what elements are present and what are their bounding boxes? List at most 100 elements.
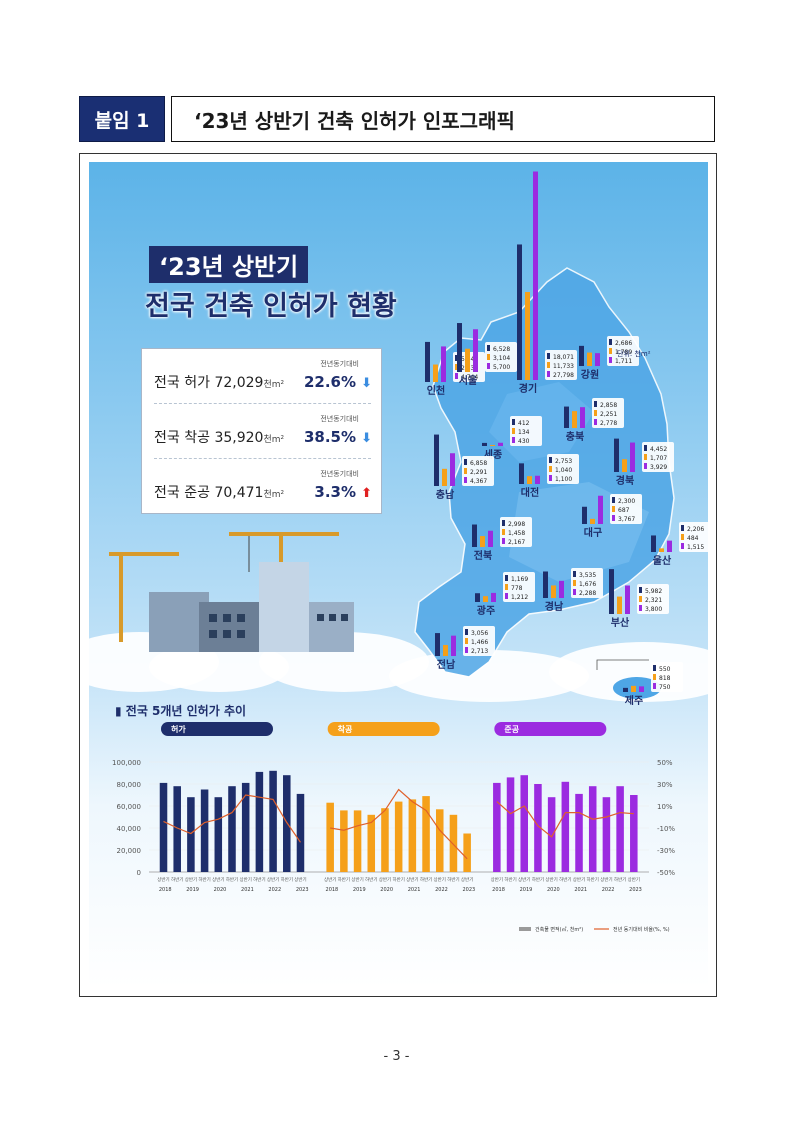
legend-label: 전년 동기대비 비율(%, %) [613,926,670,933]
region-bar [519,463,524,484]
group-pill [161,722,273,736]
trend-bar [493,782,501,872]
year-label: 2018 [159,887,172,893]
trend-bar [408,799,417,872]
region-value-label: 1,707 [650,455,667,462]
period-label: 하반기 [392,876,404,883]
y-tick-label: 0 [137,869,141,877]
region-value-label: 484 [687,535,699,542]
region-value-box [500,517,532,547]
period-label: 상반기 [157,876,169,883]
region-value-label: 2,778 [600,420,617,427]
year-label: 2021 [241,887,254,893]
region-value-label: 412 [518,420,530,427]
region-value-label: 3,535 [579,572,596,579]
stat-unit: 천m² [263,490,285,500]
period-label: 상반기 [434,876,446,883]
region-bar [490,444,495,446]
stat-label: 전국 착공 [154,430,210,446]
region-value-label: 2,206 [687,526,704,533]
region-value-label: 3,104 [493,355,510,362]
region-bar [443,645,448,656]
period-label: 상반기 [406,876,418,883]
infographic-panel: 인천5,3432,3304,744서울6,5283,1045,700경기18,0… [89,162,708,988]
trend-chart-title: ▮ 전국 5개년 인허가 추이 [115,704,247,718]
stat-compare-label: 전년동기대비 [320,470,359,478]
trend-bar [255,771,264,872]
y-tick-label: 60,000 [117,803,142,811]
period-label: 상반기 [212,876,224,883]
region-bar [451,635,456,656]
region-bar [535,475,540,484]
region-label: 울산 [653,554,672,567]
stat-unit: 천m² [263,435,285,445]
region-bar [630,442,635,472]
region-group: 부산 5,982 2,321 3,800 [609,569,669,629]
region-label: 전북 [474,549,492,562]
period-label: 하반기 [171,876,183,883]
region-value-label: 430 [518,438,530,445]
stat-label: 전국 준공 [154,485,210,501]
period-label: 상반기 [461,876,473,883]
stat-unit: 천m² [263,380,285,390]
region-bar [434,434,439,486]
year-label: 2019 [353,887,366,893]
trend-bar [340,810,348,872]
region-group: 대구 2,300 687 3,767 [582,494,642,539]
year-label: 2023 [629,887,642,893]
stat-value: 70,471 [214,485,264,501]
stat-change: 38.5% [303,428,356,446]
region-value-box [642,442,674,472]
region-bar [590,518,595,524]
trend-bar [394,801,403,872]
region-value-label: 2,753 [555,458,572,465]
region-value-box [610,494,642,524]
group-pill-label: 착공 [338,724,353,734]
stat-value: 72,029 [214,375,264,391]
region-group: 경기 18,071 11,733 27,798 [517,171,577,395]
region-bar [488,530,493,547]
year-label: 2023 [462,887,475,893]
region-value-box [547,454,579,484]
trend-bar [353,810,362,872]
region-value-label: 3,767 [618,516,635,523]
region-value-label: 18,071 [553,354,574,361]
region-label: 제주 [625,694,643,707]
trend-bar [630,795,638,872]
period-label: 상반기 [518,876,530,883]
region-value-box [592,398,624,428]
region-value-label: 4,367 [470,478,487,485]
region-value-label: 2,291 [470,469,487,476]
year-label: 2018 [326,887,339,893]
period-label: 하반기 [226,876,238,883]
region-label: 인천 [427,384,445,397]
region-value-label: 3,929 [650,464,667,471]
region-value-box [571,568,603,598]
infographic-title-line1: ‘23년 상반기 [149,246,309,283]
period-label: 하반기 [253,876,265,883]
region-value-label: 11,733 [553,363,574,370]
year-label: 2021 [574,887,587,893]
region-bar [457,323,462,372]
region-value-label: 2,713 [471,648,488,655]
y2-tick-label: -50% [657,869,675,877]
region-value-label: 1,212 [511,594,528,601]
region-label: 대전 [521,486,539,499]
region-bar [525,292,530,380]
region-value-box [651,662,683,692]
region-value-box [485,342,517,372]
region-value-label: 4,452 [650,446,667,453]
trend-bar [241,782,250,872]
region-value-label: 778 [511,585,523,592]
yoy-line [496,801,634,838]
region-value-label: 3,056 [471,630,488,637]
region-value-label: 27,798 [553,372,574,379]
region-value-label: 5,700 [493,364,510,371]
unit-note: 단위: 천m² [617,350,651,358]
region-value-label: 2,998 [508,521,525,528]
yoy-line [163,794,301,843]
legend-swatch-area [519,927,531,931]
yoy-line [330,788,468,860]
region-value-label: 5,982 [645,588,662,595]
